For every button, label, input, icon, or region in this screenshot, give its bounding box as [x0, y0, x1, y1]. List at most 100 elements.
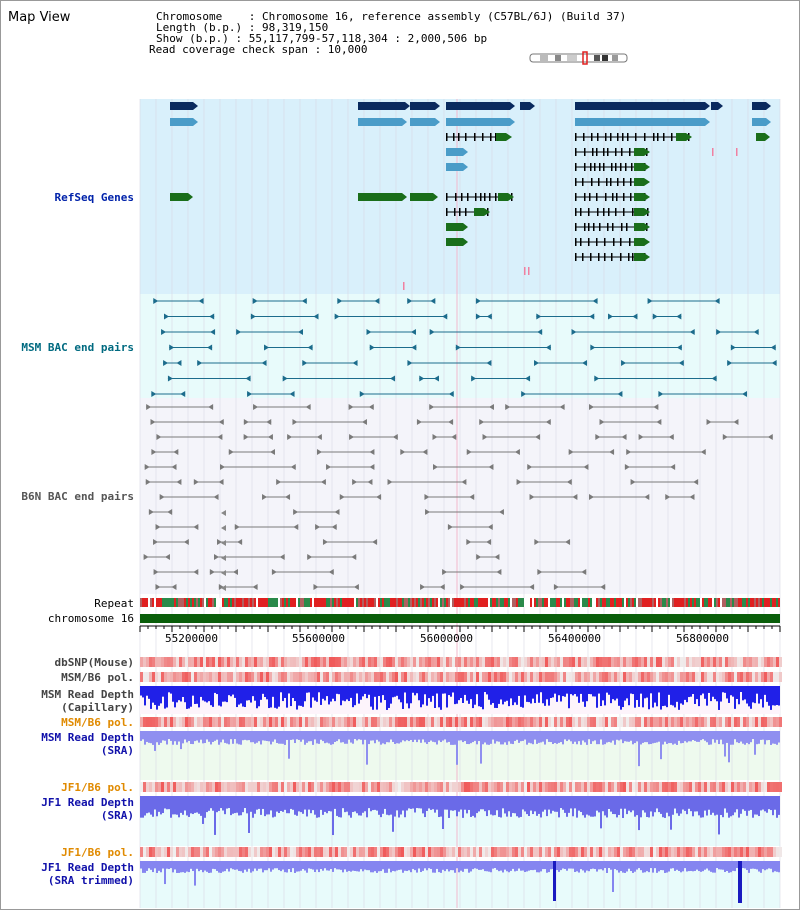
depth-bar: [394, 686, 396, 697]
depth-bar: [678, 796, 680, 816]
depth-bar: [304, 686, 306, 702]
jf1-depth-label[interactable]: JF1 Read Depth: [41, 796, 134, 809]
depth-bar: [330, 861, 332, 869]
depth-bar: [628, 796, 630, 811]
gene-exon: [612, 223, 614, 231]
depth-bar: [264, 731, 266, 741]
depth-bar: [264, 861, 266, 871]
heat-cell: [569, 657, 572, 667]
jf1-b6-pol-trim-label[interactable]: JF1/B6 pol.: [61, 846, 134, 859]
depth-bar: [602, 796, 604, 812]
depth-bar: [340, 796, 342, 818]
msm-depth-sra-label[interactable]: MSM Read Depth: [41, 731, 134, 744]
msm-b6-pol-sra-label[interactable]: MSM/B6 pol.: [61, 716, 134, 729]
heat-cell: [212, 847, 215, 857]
heat-cell: [446, 717, 449, 727]
depth-bar: [552, 796, 554, 811]
bac-end: [167, 509, 173, 515]
gene-exon: [592, 148, 594, 156]
depth-bar: [476, 861, 478, 869]
heat-cell: [197, 672, 200, 682]
depth-bar: [358, 731, 360, 740]
depth-bar: [534, 861, 536, 870]
depth-bar: [596, 686, 598, 708]
depth-bar: [244, 731, 246, 740]
depth-bar: [530, 796, 532, 811]
depth-bar: [208, 731, 210, 742]
depth-bar: [446, 731, 448, 743]
heat-cell: [773, 782, 776, 792]
depth-bar: [198, 796, 200, 814]
depth-bar: [212, 686, 214, 707]
repeat-element: [718, 598, 720, 607]
depth-bar: [776, 796, 778, 818]
gene-arrow: [193, 118, 198, 126]
depth-bar: [178, 686, 180, 701]
heat-cell: [233, 717, 236, 727]
gene-exon: [582, 253, 584, 261]
depth-bar: [458, 861, 460, 873]
refseq-genes-label[interactable]: RefSeq Genes: [54, 191, 134, 204]
heat-cell: [275, 847, 278, 857]
heat-cell: [476, 717, 479, 727]
repeat-element: [570, 598, 572, 607]
depth-bar: [156, 686, 158, 710]
depth-bar: [476, 686, 478, 695]
depth-bar: [536, 796, 538, 816]
depth-bar: [352, 796, 354, 813]
heat-cell: [581, 672, 584, 682]
repeat-element: [308, 598, 310, 607]
depth-bar: [638, 686, 640, 707]
bac-end: [432, 434, 438, 440]
heat-cell: [644, 717, 647, 727]
heat-cell: [374, 782, 377, 792]
msm-depth-cap-label[interactable]: MSM Read Depth: [41, 688, 134, 701]
depth-bar: [210, 686, 212, 706]
depth-bar: [694, 686, 696, 704]
depth-bar: [210, 796, 212, 809]
depth-bar: [700, 686, 702, 696]
heat-cell: [737, 847, 740, 857]
repeat-element: [722, 598, 724, 607]
bac-end: [322, 539, 328, 545]
depth-bar: [228, 686, 230, 696]
heat-cell: [644, 782, 647, 792]
depth-bar: [280, 731, 282, 744]
depth-bar: [420, 686, 422, 708]
repeat-element: [296, 598, 298, 607]
bac-end: [270, 449, 276, 455]
heat-cell: [749, 717, 752, 727]
repeat-element: [706, 598, 708, 607]
bac-end: [367, 479, 373, 485]
heat-cell: [242, 672, 245, 682]
depth-bar: [196, 686, 198, 704]
repeat-element: [728, 598, 730, 607]
heat-cell: [542, 717, 545, 727]
bac-end: [261, 360, 267, 366]
jf1-depth-trim-label[interactable]: JF1 Read Depth: [41, 861, 134, 874]
depth-bar: [624, 796, 626, 809]
bac-end: [626, 449, 632, 455]
heat-cell: [176, 847, 179, 857]
jf1-b6-pol-label[interactable]: JF1/B6 pol.: [61, 781, 134, 794]
b6n-bac-label[interactable]: B6N BAC end pairs: [21, 490, 134, 503]
depth-bar: [424, 796, 426, 818]
depth-bar: [662, 796, 664, 818]
heat-cell: [527, 782, 530, 792]
msm-b6-pol-label[interactable]: MSM/B6 pol.: [61, 671, 134, 684]
gene-mark: [403, 282, 405, 290]
dbsnp-label[interactable]: dbSNP(Mouse): [54, 656, 134, 669]
depth-bar: [546, 796, 548, 817]
depth-bar: [478, 686, 480, 707]
depth-bar: [308, 686, 310, 693]
bac-end: [407, 360, 413, 366]
repeat-element: [430, 598, 432, 607]
repeat-element: [422, 598, 424, 607]
heat-cell: [314, 847, 317, 857]
msm-bac-label[interactable]: MSM BAC end pairs: [21, 341, 134, 354]
depth-bar: [436, 731, 438, 745]
depth-bar: [568, 861, 570, 869]
depth-bar: [390, 731, 392, 740]
repeat-label[interactable]: Repeat: [94, 597, 134, 610]
